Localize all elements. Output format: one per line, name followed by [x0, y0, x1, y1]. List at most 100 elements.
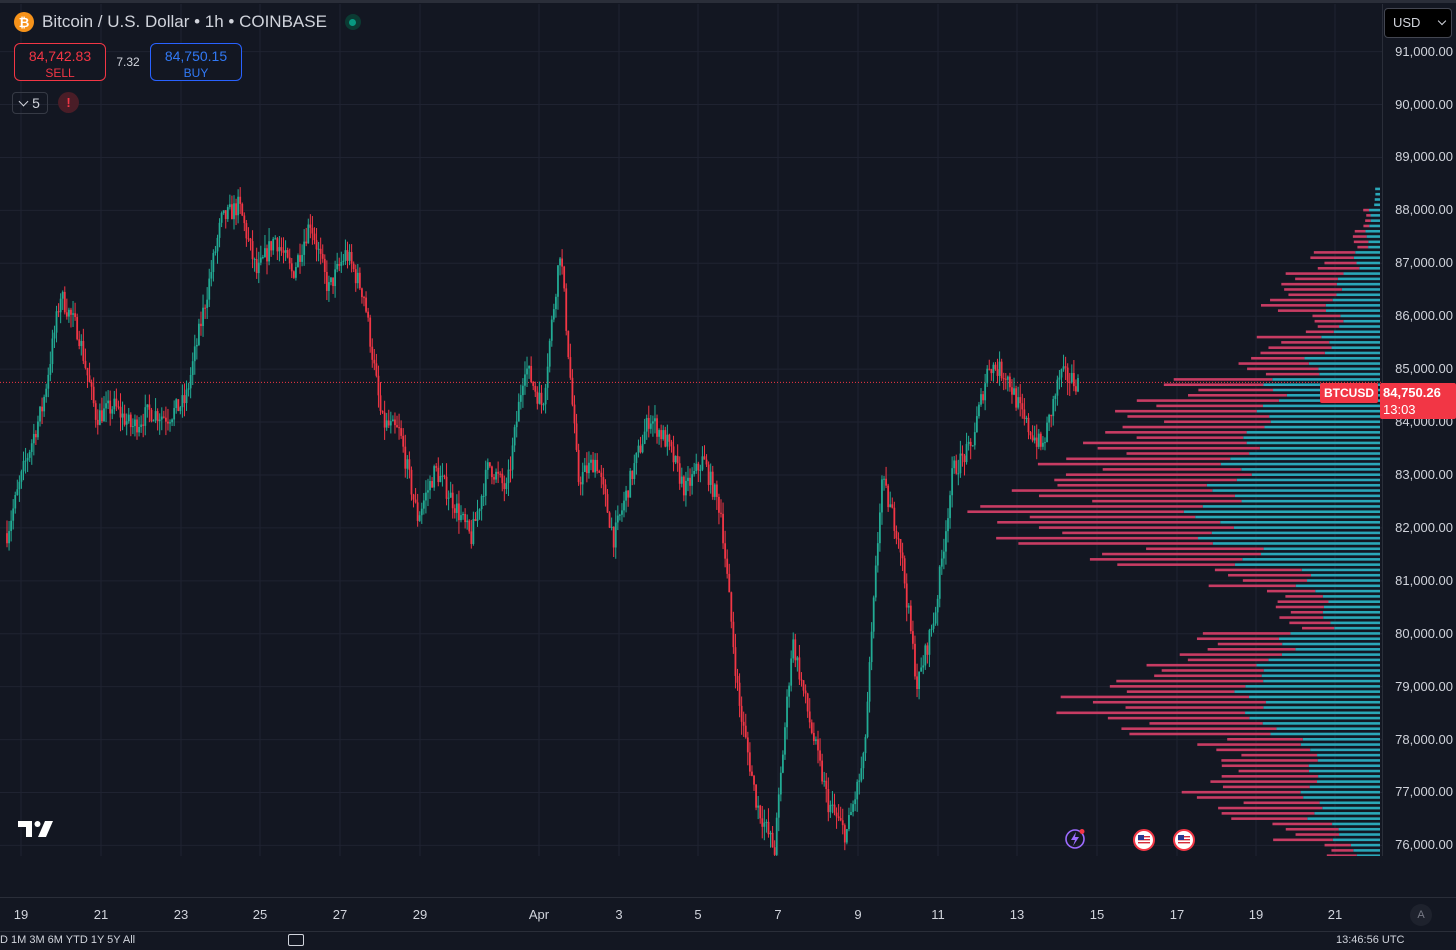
us-economic-event-icon[interactable] — [1133, 829, 1155, 851]
volume-profile-sell-bar — [1102, 552, 1262, 556]
volume-profile-sell-bar — [1290, 610, 1323, 614]
candle-body — [1046, 422, 1048, 443]
volume-profile-buy-bar — [1263, 706, 1380, 709]
candle-body — [732, 621, 735, 648]
candle-body — [400, 428, 403, 436]
ai-insight-icon[interactable] — [1064, 828, 1086, 850]
candle-body — [532, 382, 535, 386]
candle-body — [468, 520, 471, 532]
candle-body — [685, 480, 687, 496]
volume-profile-sell-bar — [1221, 759, 1318, 762]
candle-body — [433, 466, 436, 488]
candle-body — [928, 630, 931, 655]
volume-profile-sell-bar — [1146, 547, 1264, 551]
volume-profile-sell-bar — [1116, 679, 1264, 683]
candle-body — [530, 365, 533, 383]
volume-profile-buy-bar — [1308, 764, 1380, 768]
chart-pane[interactable] — [0, 4, 1382, 856]
volume-profile-sell-bar — [1107, 716, 1250, 720]
price-axis-label: 79,000.00 — [1395, 678, 1453, 694]
sell-button[interactable]: 84,742.83 SELL — [14, 43, 106, 81]
candle-body — [361, 288, 363, 298]
candle-body — [984, 383, 987, 401]
candle-body — [812, 732, 815, 742]
volume-profile-buy-bar — [1249, 716, 1380, 720]
candle-body — [26, 457, 29, 461]
candle-body — [755, 784, 757, 808]
candle-body — [777, 794, 780, 818]
candle-body — [829, 804, 832, 813]
candle-body — [503, 483, 506, 490]
candle-body — [800, 679, 803, 681]
candle-body — [425, 492, 427, 501]
volume-profile-buy-bar — [1369, 224, 1380, 228]
symbol-title[interactable]: Bitcoin / U.S. Dollar • 1h • COINBASE — [42, 12, 327, 31]
symbol-legend[interactable]: ₿ Bitcoin / U.S. Dollar • 1h • COINBASE — [14, 12, 361, 32]
bottom-toolbar: D 1M 3M 6M YTD 1Y 5Y All 13:46:56 UTC — [0, 931, 1456, 950]
candle-body — [493, 477, 495, 480]
price-axis-label: 76,000.00 — [1395, 837, 1453, 853]
candle-body — [389, 421, 392, 426]
candle-body — [109, 400, 112, 414]
date-range-buttons[interactable]: D 1M 3M 6M YTD 1Y 5Y All — [0, 934, 136, 946]
last-price-label: 84,750.26 13:03 — [1380, 383, 1456, 419]
tradingview-logo-icon[interactable] — [18, 818, 56, 840]
candle-body — [577, 449, 580, 483]
volume-profile-sell-bar — [1217, 642, 1283, 646]
candle-body — [317, 248, 320, 250]
candle-body — [792, 639, 795, 659]
candle-body — [687, 477, 689, 481]
candle-body — [682, 476, 685, 496]
candle-body — [78, 339, 81, 347]
volume-profile-sell-bar — [1270, 298, 1333, 302]
candle-body — [280, 247, 283, 251]
candle-body — [272, 238, 275, 251]
candle-body — [412, 494, 415, 500]
candle-body — [98, 410, 101, 425]
calendar-icon[interactable] — [288, 934, 304, 946]
candle-body — [748, 752, 751, 772]
candle-body — [637, 445, 640, 453]
time-axis[interactable]: A 19 21 23 25 27 29 Apr 3 5 7 9 11 13 15 17 19 21 — [0, 897, 1456, 932]
time-axis-label: 9 — [854, 907, 862, 922]
volume-profile-buy-bar — [1338, 827, 1380, 831]
candle-body — [779, 772, 782, 795]
candle-body — [796, 657, 799, 661]
candle-body — [1009, 376, 1011, 388]
candlestick-chart[interactable] — [0, 4, 1382, 856]
candle-body — [575, 423, 578, 450]
candle-body — [84, 360, 87, 368]
candle-body — [738, 682, 741, 706]
candle-body — [821, 760, 824, 782]
candle-body — [474, 519, 477, 521]
currency-select[interactable]: USD — [1384, 8, 1452, 38]
candle-body — [365, 297, 367, 312]
alert-icon[interactable]: ! — [58, 92, 79, 113]
candle-body — [414, 499, 417, 503]
candle-body — [895, 530, 898, 539]
volume-profile-sell-bar — [1353, 240, 1369, 244]
auto-scale-button[interactable]: A — [1410, 904, 1432, 926]
utc-clock[interactable]: 13:46:56 UTC — [1336, 934, 1405, 946]
volume-profile-sell-bar — [967, 510, 1184, 514]
volume-profile-buy-bar — [1264, 425, 1380, 429]
candle-body — [346, 250, 349, 261]
candle-body — [115, 398, 118, 407]
candle-body — [325, 271, 328, 291]
volume-profile-sell-bar — [1210, 780, 1317, 783]
us-economic-event-icon[interactable] — [1173, 829, 1195, 851]
candle-body — [753, 775, 755, 785]
candle-body — [1042, 442, 1044, 447]
price-scale[interactable]: 91,000.00 90,000.00 89,000.00 88,000.00 87,0… — [1382, 4, 1456, 856]
indicators-toggle-button[interactable]: 5 — [12, 92, 48, 114]
buy-button[interactable]: 84,750.15 BUY — [150, 43, 242, 81]
volume-profile-buy-bar — [1256, 663, 1380, 667]
volume-profile-sell-bar — [1228, 573, 1311, 577]
candle-body — [907, 605, 910, 608]
candle-body — [462, 513, 464, 516]
candle-body — [973, 432, 976, 446]
volume-profile-buy-bar — [1230, 457, 1380, 461]
candle-body — [635, 452, 638, 464]
candle-body — [945, 531, 947, 552]
candle-body — [193, 346, 196, 362]
